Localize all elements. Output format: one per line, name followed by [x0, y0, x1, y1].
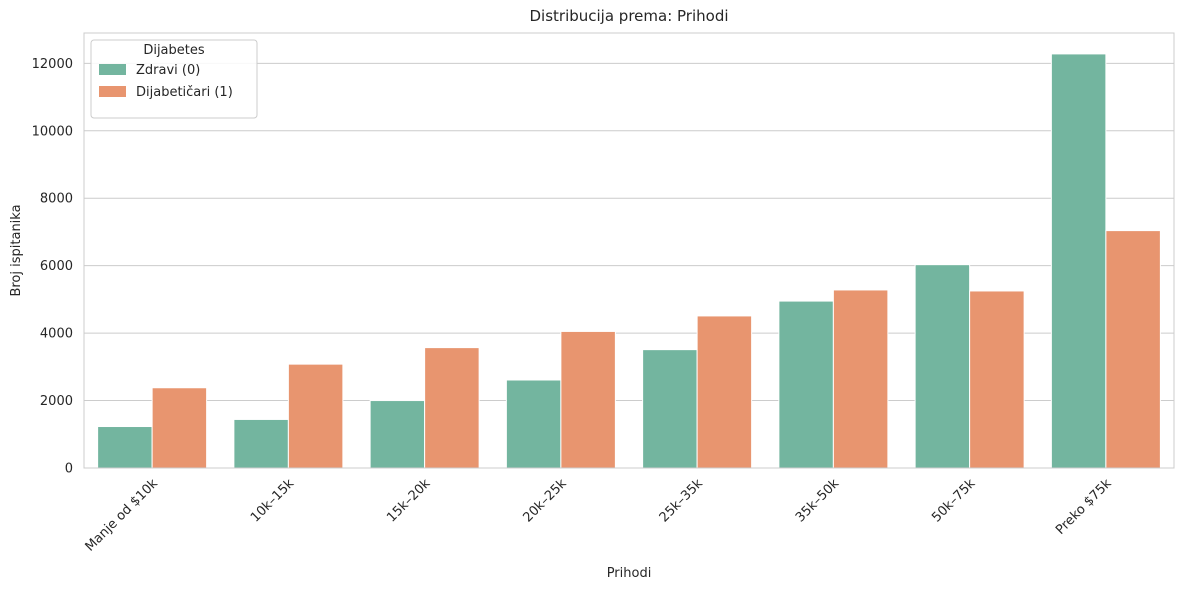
legend-title: Dijabetes	[143, 43, 205, 58]
bar-dijabeticari	[969, 290, 1025, 469]
bar-dijabeticari	[560, 330, 616, 469]
bar-zdravi	[914, 264, 971, 469]
y-tick-label: 6000	[40, 259, 73, 274]
bar-dijabeticari	[1105, 230, 1161, 469]
bar-dijabeticari	[832, 289, 889, 469]
legend: Dijabetes Zdravi (0) Dijabetičari (1)	[90, 39, 258, 119]
bar-dijabeticari	[287, 363, 344, 469]
y-tick-label: 12000	[32, 57, 73, 72]
legend-box	[90, 39, 258, 119]
y-tick-label: 0	[65, 462, 73, 477]
legend-items: Zdravi (0) Dijabetičari (1)	[99, 63, 233, 100]
y-tick-label: 4000	[40, 327, 73, 342]
y-tick-label: 2000	[40, 394, 73, 409]
legend-label: Dijabetičari (1)	[136, 85, 233, 100]
y-axis-title: Broj ispitanika	[9, 204, 24, 296]
y-tick-label: 8000	[40, 192, 73, 207]
bar-dijabeticari	[696, 315, 753, 469]
bar-zdravi	[97, 426, 153, 469]
bar-zdravi	[369, 400, 426, 469]
bar-zdravi	[505, 379, 562, 469]
bar-zdravi	[233, 418, 289, 469]
chart-title: Distribucija prema: Prihodi	[529, 7, 728, 25]
legend-swatch	[99, 64, 126, 75]
bar-zdravi	[778, 300, 834, 469]
x-axis-title: Prihodi	[607, 566, 652, 581]
bar-zdravi	[1050, 53, 1107, 469]
bar-layer	[97, 53, 1161, 469]
bar-dijabeticari	[151, 387, 208, 469]
bar-dijabeticari	[424, 347, 480, 469]
legend-label: Zdravi (0)	[136, 63, 200, 78]
bar-zdravi	[642, 349, 698, 469]
frame-layer	[83, 32, 1175, 469]
y-tick-label: 10000	[32, 124, 73, 139]
plot-frame	[83, 32, 1175, 469]
legend-swatch	[99, 86, 126, 97]
